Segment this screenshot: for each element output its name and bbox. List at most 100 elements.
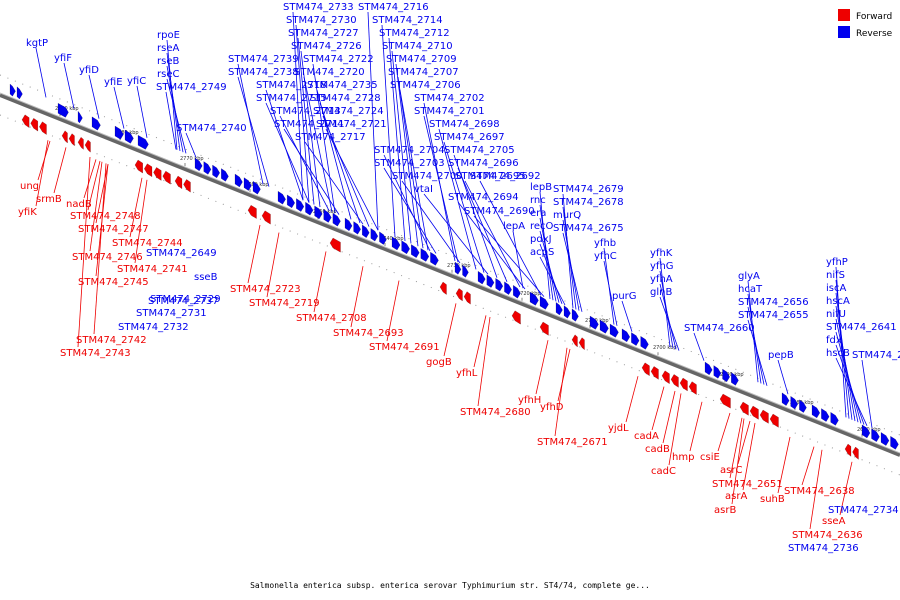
- label-leader-line: [88, 74, 100, 119]
- label-leader-line: [89, 161, 103, 252]
- reverse-gene-label: rseB: [157, 56, 179, 67]
- label-leader-line: [386, 280, 400, 342]
- reverse-gene-label: STM474_2649: [146, 248, 217, 259]
- reverse-gene-arrow: [621, 328, 631, 343]
- forward-gene-label: STM474_2741: [117, 264, 188, 275]
- label-leader-line: [113, 86, 125, 129]
- label-leader-line: [83, 159, 97, 199]
- reverse-gene-label: pepB: [768, 350, 794, 361]
- forward-gene-arrow: [511, 310, 521, 325]
- forward-gene-arrow: [661, 370, 670, 385]
- gene-features: [9, 83, 899, 460]
- reverse-gene-arrow: [221, 168, 229, 182]
- reverse-gene-label: STM474_2706: [390, 80, 461, 91]
- reverse-gene-label: STM474_2728: [310, 93, 381, 104]
- forward-gene-label: STM474_2691: [369, 342, 440, 353]
- forward-gene-label: sseA: [822, 516, 846, 527]
- reverse-gene-arrow: [420, 247, 430, 262]
- reverse-gene-arrow: [277, 190, 286, 205]
- label-leader-line: [266, 232, 280, 298]
- reverse-gene-arrow: [57, 102, 69, 118]
- reverse-gene-arrow: [880, 431, 890, 446]
- forward-gene-label: yfiK: [18, 207, 37, 218]
- reverse-gene-label: purG: [612, 291, 637, 302]
- reverse-gene-label: rnc: [530, 195, 546, 206]
- reverse-gene-arrow: [640, 335, 649, 350]
- reverse-gene-arrow: [286, 194, 296, 209]
- reverse-gene-arrow: [137, 134, 149, 150]
- reverse-gene-label: acpS: [530, 247, 554, 258]
- legend-forward-swatch: [838, 9, 850, 21]
- reverse-gene-arrow: [790, 395, 799, 410]
- genome-backbone: [0, 74, 900, 476]
- reverse-gene-arrow: [203, 161, 212, 175]
- reverse-gene-label: STM474_2655: [738, 310, 809, 321]
- reverse-gene-arrow: [713, 365, 722, 379]
- forward-gene-label: suhB: [760, 494, 785, 505]
- label-leader-line: [539, 243, 563, 304]
- reverse-gene-arrow: [555, 301, 563, 316]
- forward-gene-arrow: [77, 136, 84, 150]
- reverse-gene-label: pdxJ: [530, 234, 552, 245]
- forward-gene-arrow: [68, 133, 75, 147]
- reverse-gene-arrow: [314, 205, 323, 220]
- label-leader-line: [777, 436, 791, 494]
- forward-gene-arrow: [844, 443, 852, 457]
- label-leader-line: [401, 180, 461, 264]
- legend: Forward Reverse: [838, 9, 893, 39]
- scale-tick-label: 2670 kbp: [857, 427, 881, 433]
- reverse-gene-label: STM474_2710: [382, 41, 453, 52]
- forward-gene-label: STM474_2693: [333, 328, 404, 339]
- label-leader-line: [747, 306, 765, 385]
- reverse-gene-label: STM474_2678: [553, 197, 624, 208]
- forward-gene-label: STM474_2723: [230, 284, 301, 295]
- label-leader-line: [659, 283, 677, 350]
- label-leader-line: [443, 303, 457, 357]
- reverse-gene-arrow: [91, 116, 101, 131]
- label-leader-line: [438, 128, 477, 270]
- label-leader-line: [512, 230, 524, 289]
- label-leader-line: [443, 141, 485, 273]
- reverse-gene-label: kgtP: [26, 38, 48, 49]
- reverse-gene-label: STM474_2726: [291, 41, 362, 52]
- reverse-gene-arrow: [296, 198, 305, 212]
- forward-gene-arrow: [261, 210, 271, 225]
- reverse-gene-label: STM474_2641: [826, 322, 897, 333]
- reverse-gene-label: yfhG: [650, 261, 674, 272]
- forward-gene-arrow: [174, 175, 183, 190]
- reverse-gene-arrow: [379, 231, 387, 245]
- forward-gene-arrow: [153, 167, 162, 181]
- reverse-gene-arrow: [722, 368, 731, 383]
- reverse-gene-arrow: [890, 435, 899, 450]
- label-leader-line: [477, 316, 491, 407]
- label-leader-line: [659, 296, 680, 351]
- reverse-gene-label: hcaT: [738, 284, 763, 295]
- reverse-gene-label: yfiD: [79, 65, 99, 76]
- reverse-gene-label: STM474_2735: [307, 80, 378, 91]
- scale-tick-label: 2790 kbp: [55, 106, 79, 112]
- label-leader-line: [165, 91, 177, 150]
- label-leader-line: [625, 376, 639, 423]
- reverse-gene-label: STM474_2698: [429, 119, 500, 130]
- reverse-gene-arrow: [353, 220, 361, 235]
- label-leader-line: [322, 115, 370, 227]
- forward-gene-arrow: [852, 446, 859, 460]
- reverse-gene-label: STM474_2696: [448, 158, 519, 169]
- label-leader-line: [303, 76, 333, 212]
- reverse-gene-label: STM474_2716: [358, 2, 429, 13]
- reverse-gene-label: nifS: [826, 270, 845, 281]
- label-leader-line: [237, 63, 264, 185]
- forward-gene-arrow: [162, 170, 171, 185]
- reverse-gene-label: STM474_2733: [283, 2, 354, 13]
- label-leader-line: [457, 201, 526, 290]
- forward-gene-label: STM474_2651: [712, 479, 783, 490]
- label-leader-line: [689, 401, 703, 452]
- label-leader-line: [265, 102, 310, 203]
- reverse-gene-label: STM474_2700: [392, 171, 463, 182]
- reverse-gene-label: STM474_2709: [386, 54, 457, 65]
- forward-gene-label: hmp: [672, 452, 694, 463]
- label-leader-line: [367, 11, 379, 231]
- forward-gene-label: STM474_2708: [296, 313, 367, 324]
- reverse-gene-arrow: [563, 305, 571, 319]
- label-leader-line: [391, 50, 412, 244]
